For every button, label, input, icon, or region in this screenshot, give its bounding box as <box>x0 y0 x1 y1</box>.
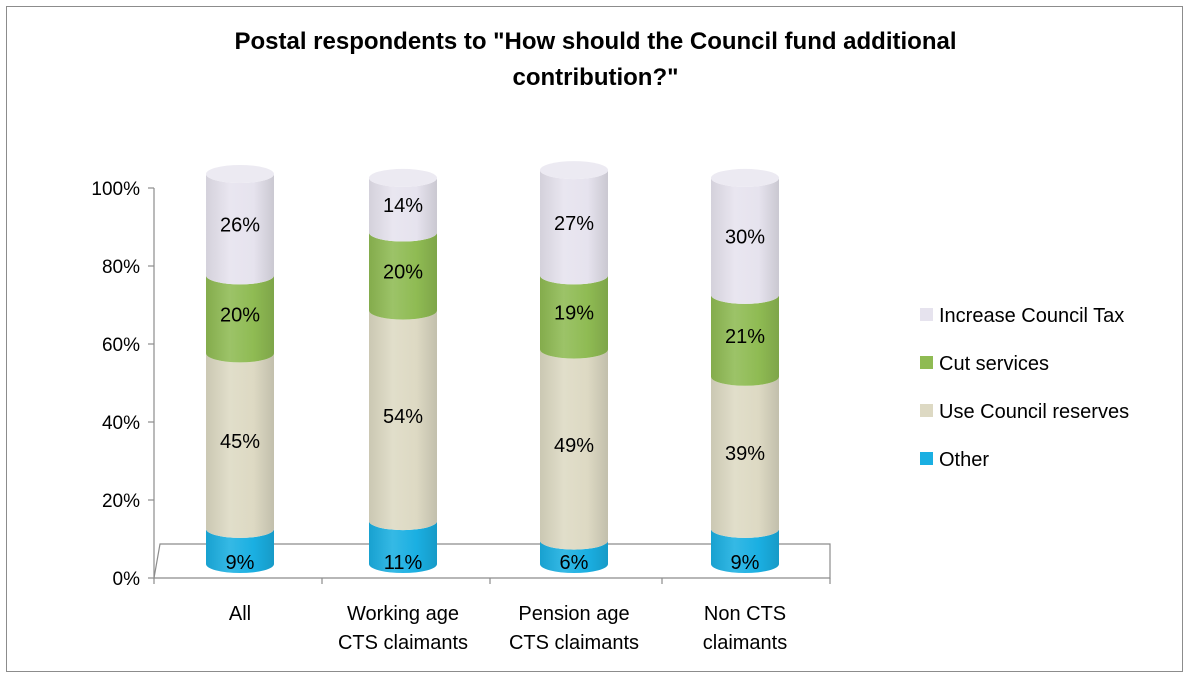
category-label: All <box>229 603 251 625</box>
bar-top-cap <box>369 168 437 187</box>
data-label: 11% <box>384 552 423 574</box>
y-tick-label: 20% <box>102 491 140 512</box>
data-label: 49% <box>554 435 594 457</box>
y-tick-label: 40% <box>102 413 140 434</box>
bar-segment <box>206 353 274 538</box>
bar-top-cap <box>711 168 779 187</box>
legend-label: Other <box>939 449 989 471</box>
bar-top-cap <box>206 165 274 183</box>
bar-segment <box>711 177 779 304</box>
data-label: 19% <box>554 302 594 324</box>
legend-swatch <box>920 356 933 369</box>
category-label: CTS claimants <box>338 632 468 654</box>
y-tick-label: 60% <box>102 335 140 356</box>
bar-segment <box>540 170 608 285</box>
bar-segment <box>369 232 437 320</box>
data-label: 39% <box>725 443 765 465</box>
data-label: 9% <box>226 552 255 574</box>
category-label: CTS claimants <box>509 632 639 654</box>
category-label: Pension age <box>518 603 629 625</box>
data-label: 6% <box>560 552 589 574</box>
bar-segment <box>369 310 437 531</box>
bar-segment <box>206 174 274 285</box>
data-label: 20% <box>220 304 260 326</box>
bar-segment <box>206 275 274 363</box>
bar-segment <box>369 177 437 242</box>
legend-swatch <box>920 308 933 321</box>
bar-segment <box>540 540 608 573</box>
data-label: 9% <box>731 552 760 574</box>
legend-swatch <box>920 452 933 465</box>
bar-segment <box>711 528 779 573</box>
chart-floor <box>153 543 831 579</box>
y-tick-label: 0% <box>113 569 141 590</box>
category-label: Non CTS <box>704 603 786 625</box>
legend-label: Increase Council Tax <box>939 305 1124 327</box>
y-tick-label: 80% <box>102 257 140 278</box>
bar-segment <box>540 349 608 550</box>
data-label: 27% <box>554 213 594 235</box>
bar-segment <box>206 528 274 573</box>
legend-label: Use Council reserves <box>939 401 1129 423</box>
category-label: Working age <box>347 603 459 625</box>
bar-top-cap <box>540 161 608 180</box>
data-label: 20% <box>383 262 423 284</box>
bar-segment <box>540 275 608 359</box>
bar-segment <box>369 521 437 573</box>
chart-title-line-1: Postal respondents to "How should the Co… <box>234 28 957 55</box>
data-label: 54% <box>383 406 423 428</box>
legend-swatch <box>920 404 933 417</box>
data-label: 26% <box>220 215 260 237</box>
chart-title-line-2: contribution?" <box>512 64 679 91</box>
data-label: 30% <box>725 226 765 248</box>
data-label: 14% <box>383 195 423 217</box>
y-tick-label: 100% <box>91 179 140 200</box>
chart-title: Postal respondents to "How should the Co… <box>0 24 1191 96</box>
legend-label: Cut services <box>939 353 1049 375</box>
data-label: 21% <box>725 326 765 348</box>
bar-segment <box>711 376 779 538</box>
data-label: 45% <box>220 431 260 453</box>
bar-segment <box>711 294 779 386</box>
category-label: claimants <box>703 632 787 654</box>
